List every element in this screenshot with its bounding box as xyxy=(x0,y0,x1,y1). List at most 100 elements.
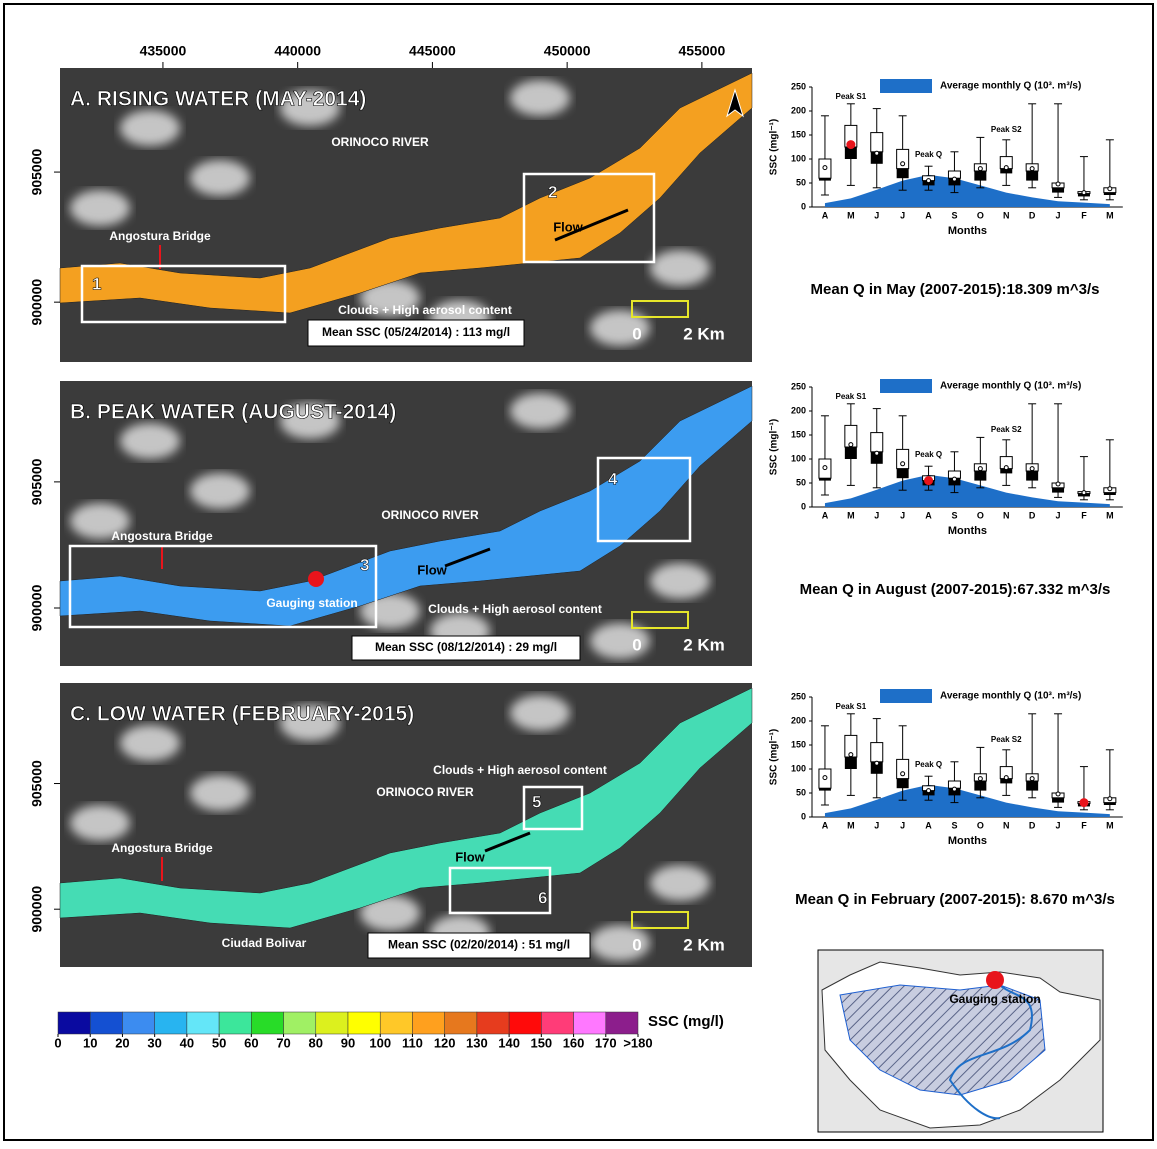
box-lower xyxy=(1103,192,1116,195)
box-lower xyxy=(1026,171,1039,181)
study-box xyxy=(522,785,584,831)
y-tick-label: 200 xyxy=(791,715,806,725)
y-tick-label: 250 xyxy=(791,691,806,701)
cloud xyxy=(590,925,650,961)
chart-caption: Mean Q in February (2007-2015): 8.670 m^… xyxy=(795,891,1115,908)
cloud xyxy=(190,775,250,811)
inset-map: Gauging station xyxy=(817,949,1104,1133)
mean-dot xyxy=(1081,490,1087,496)
river xyxy=(59,385,753,627)
annotation: Peak Q xyxy=(915,150,942,159)
map-x-tick-label: 450000 xyxy=(544,43,591,59)
colorbar-segment xyxy=(315,1011,349,1035)
colorbar-tick-label: 50 xyxy=(212,1035,226,1050)
mean-dot xyxy=(1003,165,1009,171)
river-label: ORINOCO RIVER xyxy=(376,785,474,799)
mean-dot xyxy=(924,476,934,486)
mean-dot xyxy=(846,140,856,150)
mean-dot xyxy=(1107,486,1113,492)
map-y-tick-label: 900000 xyxy=(29,279,45,326)
y-tick-label: 50 xyxy=(796,477,806,487)
cloud xyxy=(360,895,420,931)
cloud xyxy=(70,190,130,226)
colorbar-tick-label: 150 xyxy=(530,1035,552,1050)
annotation: Peak S2 xyxy=(991,125,1022,134)
scale-bar xyxy=(631,911,689,929)
x-tick-label: J xyxy=(874,510,879,520)
legend-label: Average monthly Q (10³. m³/s) xyxy=(940,81,1081,92)
mean-dot xyxy=(900,771,906,777)
x-tick-label: N xyxy=(1003,510,1010,520)
box-lower xyxy=(974,781,987,791)
box-upper xyxy=(896,758,910,780)
x-tick-label: J xyxy=(1056,510,1061,520)
colorbar-segment xyxy=(283,1011,317,1035)
x-tick-label: S xyxy=(951,820,957,830)
study-box xyxy=(80,264,287,324)
box-upper xyxy=(870,742,884,763)
colorbar-tick-label: 40 xyxy=(180,1035,194,1050)
study-box-label: 6 xyxy=(538,888,547,907)
map-x-tick-label: 440000 xyxy=(274,43,321,59)
cloud xyxy=(120,110,180,146)
mean-dot xyxy=(1055,181,1061,187)
map-panel: C. LOW WATER (FEBRUARY-2015) ORINOCO RIVE… xyxy=(59,683,753,967)
place-label: Ciudad Bolivar xyxy=(222,936,307,950)
map-x-tick-label: 455000 xyxy=(679,43,726,59)
x-tick-label: A xyxy=(822,820,829,830)
q-area xyxy=(824,174,1110,207)
mean-dot xyxy=(951,476,957,482)
box-lower xyxy=(818,788,831,791)
x-tick-label: M xyxy=(847,820,855,830)
mean-ssc: Mean SSC (05/24/2014) : 113 mg/l xyxy=(322,325,510,339)
box-lower xyxy=(844,147,857,159)
cloud xyxy=(650,250,710,286)
map-panel: B. PEAK WATER (AUGUST-2014) ORINOCO RIVER… xyxy=(59,381,753,666)
x-tick-label: F xyxy=(1081,210,1087,220)
cloud xyxy=(650,563,710,599)
box-lower xyxy=(1103,492,1116,495)
study-box xyxy=(522,172,656,264)
x-tick-label: J xyxy=(900,210,905,220)
mean-dot xyxy=(1107,186,1113,192)
x-tick-label: J xyxy=(900,510,905,520)
x-tick-label: S xyxy=(951,510,957,520)
box-lower xyxy=(1052,797,1065,803)
map-y-tick-label: 900000 xyxy=(29,886,45,933)
scale-label: 0 xyxy=(632,324,641,343)
y-tick-label: 250 xyxy=(791,81,806,91)
colorbar-segment xyxy=(218,1011,252,1035)
scale-label: 0 xyxy=(632,635,641,654)
q-area xyxy=(824,474,1110,507)
box-lower xyxy=(1026,781,1039,791)
colorbar-segment xyxy=(444,1011,478,1035)
mean-dot xyxy=(1029,776,1035,782)
cloud xyxy=(360,280,420,316)
x-tick-label: M xyxy=(1106,820,1114,830)
flow-label: Flow xyxy=(553,219,583,234)
chart-caption: Mean Q in August (2007-2015):67.332 m^3/… xyxy=(800,581,1111,598)
scale-label: 2 Km xyxy=(683,935,725,954)
colorbar-tick-label: 60 xyxy=(244,1035,258,1050)
clouds-label: Clouds + High aerosol content xyxy=(433,763,607,777)
box-lower xyxy=(818,178,831,181)
y-tick-label: 50 xyxy=(796,177,806,187)
colorbar-tick-label: 70 xyxy=(276,1035,290,1050)
mean-dot xyxy=(874,150,880,156)
mean-dot xyxy=(874,450,880,456)
box-lower xyxy=(948,788,961,796)
colorbar-segment xyxy=(508,1011,542,1035)
mean-dot xyxy=(977,776,983,782)
colorbar-tick-label: 0 xyxy=(54,1035,61,1050)
box-lower xyxy=(1000,168,1013,174)
mean-dot xyxy=(1081,190,1087,196)
mean-dot xyxy=(822,465,828,471)
box-upper xyxy=(870,132,884,153)
box-lower xyxy=(896,778,909,789)
x-tick-label: D xyxy=(1029,210,1036,220)
flow-arrow xyxy=(484,831,531,853)
scale-label: 2 Km xyxy=(683,324,725,343)
y-tick-label: 0 xyxy=(801,501,806,511)
y-tick-label: 100 xyxy=(791,763,806,773)
colorbar-segment xyxy=(89,1011,123,1035)
